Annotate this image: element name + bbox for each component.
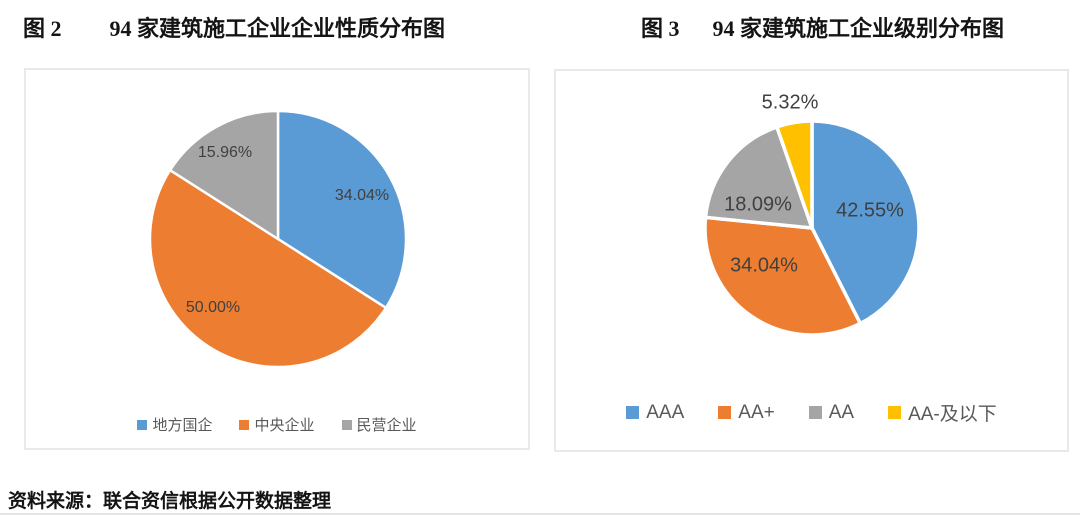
legend-item-中央企业: 中央企业 [239, 414, 315, 435]
rating-level-pie-chart: 42.55% 34.04% 18.09% 5.32% [703, 91, 921, 337]
pie-slice-AA+ [703, 215, 863, 337]
pie-slice-AA-及以下 [774, 119, 814, 229]
pie-data-label-地方国企: 34.04% [335, 187, 389, 204]
legend-item-地方国企: 地方国企 [137, 414, 212, 435]
legend-item-AA: AA [808, 401, 855, 424]
figure-3-title: 图 3 94 家建筑施工企业级别分布图 [641, 11, 1004, 43]
pie-slice-民营企业 [168, 109, 280, 242]
legend-item-AA+: AA+ [718, 401, 775, 424]
pie-data-label-AAA: 42.55% [836, 199, 904, 221]
legend-label: 地方国企 [152, 417, 213, 434]
legend-swatch-icon [626, 406, 640, 419]
legend-item-AA-及以下: AA-及以下 [888, 399, 997, 426]
legend-swatch-icon [888, 406, 902, 419]
legend-label: AAA [646, 401, 685, 423]
figure-2-title-text: 94 家建筑施工企业企业性质分布图 [109, 16, 446, 41]
pie-data-label-中央企业: 50.00% [186, 299, 240, 316]
figure-2-label: 图 2 [23, 16, 62, 41]
legend-item-AAA: AAA [626, 402, 684, 424]
figure-3-label: 图 3 [641, 16, 680, 41]
legend-label: AA [828, 401, 855, 423]
legend-swatch-icon [808, 406, 822, 419]
pie-data-label-AA+: 34.04% [730, 254, 798, 276]
enterprise-nature-pie-chart: 34.04% 50.00% 15.96% [148, 109, 408, 369]
enterprise-nature-legend: 地方国企 中央企业 民营企业 [26, 414, 528, 435]
enterprise-nature-pie-chart-panel: 34.04% 50.00% 15.96% 地方国企 中央企业 民营企业 [24, 68, 530, 450]
legend-swatch-icon [718, 406, 732, 419]
legend-label: 民营企业 [356, 417, 417, 434]
legend-swatch-icon [137, 419, 148, 430]
pie-data-label-民营企业: 15.96% [198, 144, 252, 161]
legend-label: AA+ [738, 401, 775, 423]
rating-level-legend: AAA AA+ AA AA-及以下 [556, 399, 1067, 426]
pie-slice-AAA [810, 119, 921, 326]
figure-2-title: 图 2 94 家建筑施工企业企业性质分布图 [23, 11, 445, 43]
legend-label: 中央企业 [254, 417, 315, 434]
pie-data-label-AA: 18.09% [724, 193, 792, 215]
data-source-note: 资料来源：联合资信根据公开数据整理 [8, 491, 332, 512]
pie-slice-中央企业 [148, 168, 388, 369]
legend-item-民营企业: 民营企业 [341, 414, 417, 435]
figure-3-title-text: 94 家建筑施工企业级别分布图 [712, 16, 1005, 41]
bottom-divider [0, 513, 1080, 515]
legend-swatch-icon [341, 419, 352, 430]
legend-swatch-icon [239, 419, 250, 430]
pie-data-label-AA-及以下: 5.32% [762, 91, 819, 113]
rating-level-pie-chart-panel: 42.55% 34.04% 18.09% 5.32% AAA AA+ AA AA-及以下 [554, 69, 1069, 452]
legend-label: AA-及以下 [908, 404, 997, 425]
